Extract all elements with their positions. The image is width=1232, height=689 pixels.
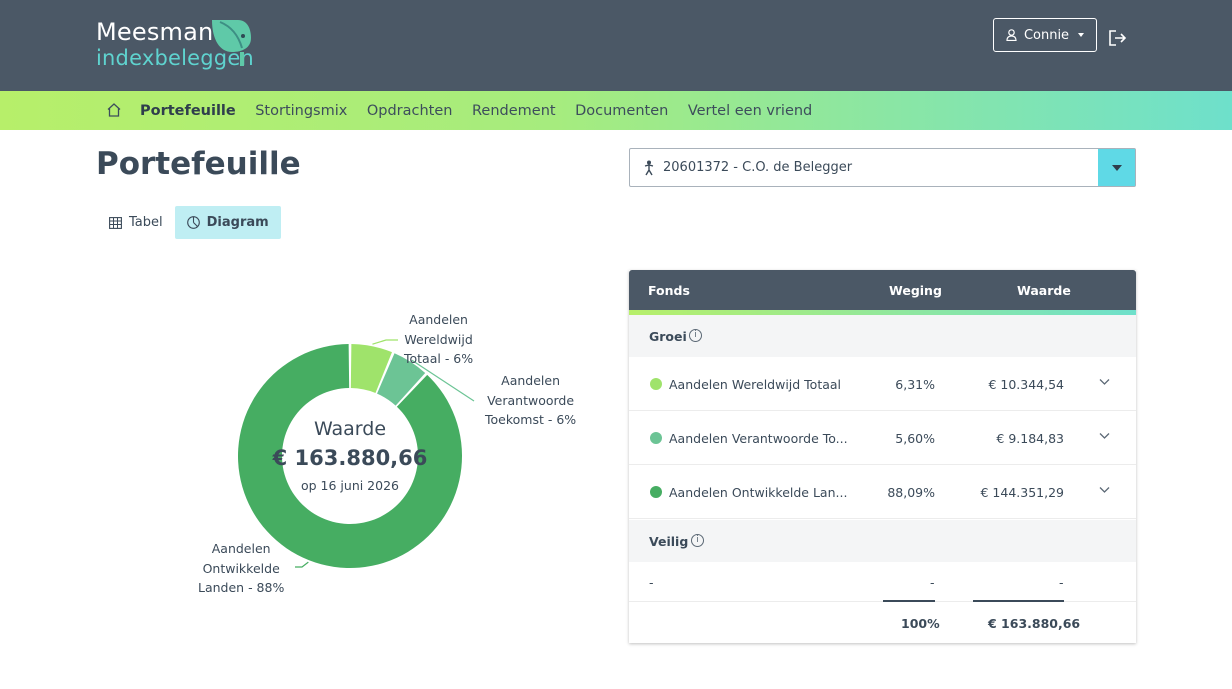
- user-icon: [1006, 29, 1017, 41]
- fund-weight: 88,09%: [887, 485, 935, 500]
- account-select[interactable]: 20601372 - C.O. de Belegger: [629, 148, 1136, 187]
- fund-weight: 6,31%: [895, 377, 935, 392]
- fund-value: € 9.184,83: [996, 431, 1064, 446]
- table-header: Fonds Weging Waarde: [629, 270, 1136, 310]
- logout-icon[interactable]: [1108, 29, 1128, 47]
- account-select-value: 20601372 - C.O. de Belegger: [663, 160, 853, 175]
- sum-divider: [973, 600, 1064, 602]
- column-header-weight: Weging: [889, 283, 942, 298]
- user-name: Connie: [1023, 27, 1070, 43]
- header-accent-bar: [629, 310, 1136, 315]
- chevron-down-icon[interactable]: [1099, 432, 1110, 440]
- donut-center-label: Waarde: [313, 418, 387, 440]
- total-row: 100% € 163.880,66: [629, 603, 1136, 643]
- sum-divider: [883, 600, 935, 602]
- leaf-logo-icon: [212, 20, 251, 66]
- fund-name: -: [649, 575, 654, 590]
- chevron-down-icon[interactable]: [1099, 486, 1110, 494]
- nav-item-stortingsmix[interactable]: Stortingsmix: [255, 102, 348, 119]
- slice-label-line: Toekomst - 6%: [485, 412, 577, 427]
- leader-line-verantwoorde: [411, 359, 475, 402]
- donut-slice-verantwoorde[interactable]: [377, 353, 426, 406]
- table-view-label: Tabel: [129, 215, 163, 230]
- fund-color-dot: [650, 378, 662, 390]
- chevron-down-icon: [1078, 33, 1085, 37]
- main-navigation: Portefeuille Stortingsmix Opdrachten Ren…: [0, 91, 1232, 130]
- slice-label-line: Aandelen: [409, 312, 468, 327]
- leader-line-ontwikkelde: [295, 561, 309, 568]
- nav-item-portefeuille[interactable]: Portefeuille: [140, 102, 236, 119]
- group-row-groei: Groei i: [629, 315, 1136, 357]
- group-row-veilig: Veilig i: [629, 520, 1136, 562]
- slice-label-line: Aandelen: [501, 373, 561, 388]
- table-row[interactable]: Aandelen Wereldwijd Totaal 6,31% € 10.34…: [629, 357, 1136, 411]
- chart-view-label: Diagram: [206, 215, 269, 230]
- slice-label-line: Landen - 88%: [198, 580, 285, 595]
- user-menu-button[interactable]: Connie: [993, 18, 1097, 52]
- table-row[interactable]: Aandelen Verantwoorde To... 5,60% € 9.18…: [629, 411, 1136, 465]
- top-header: Meesman indexbeleggen Connie: [0, 0, 1232, 91]
- fund-value: € 10.344,54: [988, 377, 1064, 392]
- group-label: Veilig: [649, 534, 689, 549]
- view-toggle: Tabel Diagram: [97, 206, 281, 239]
- logo-name: Meesman: [96, 18, 214, 46]
- table-icon: [109, 216, 122, 229]
- chart-view-button[interactable]: Diagram: [174, 206, 281, 239]
- slice-label-line: Wereldwijd: [404, 331, 473, 347]
- column-header-fund: Fonds: [648, 283, 690, 298]
- pie-chart-icon: [186, 216, 200, 229]
- column-header-value: Waarde: [1017, 283, 1071, 298]
- fund-name: Aandelen Verantwoorde To...: [669, 431, 848, 446]
- page-title: Portefeuille: [96, 146, 301, 182]
- fund-name: Aandelen Ontwikkelde Lan...: [669, 485, 848, 500]
- fund-color-dot: [650, 486, 662, 498]
- donut-center-value: € 163.880,66: [272, 446, 428, 470]
- donut-center: Waarde € 163.880,66 op 16 juni 2026: [260, 418, 440, 493]
- meesman-logo[interactable]: Meesman indexbeleggen: [96, 18, 256, 74]
- chevron-down-icon[interactable]: [1099, 378, 1110, 386]
- table-view-button[interactable]: Tabel: [97, 206, 175, 239]
- account-select-toggle[interactable]: [1098, 149, 1135, 186]
- slice-label-verantwoorde: Aandelen Verantwoorde Toekomst - 6%: [485, 371, 576, 430]
- slice-label-ontwikkelde: Aandelen Ontwikkelde Landen - 88%: [198, 539, 284, 598]
- total-value: € 163.880,66: [988, 616, 1081, 631]
- info-icon[interactable]: i: [691, 534, 704, 547]
- table-row: - - -: [629, 562, 1136, 602]
- person-icon: [644, 160, 654, 176]
- nav-item-rendement[interactable]: Rendement: [471, 102, 556, 119]
- group-label: Groei: [649, 329, 687, 344]
- fund-weight: 5,60%: [895, 431, 935, 446]
- portfolio-donut-chart: [237, 339, 475, 569]
- donut-slice-wereldwijd[interactable]: [350, 344, 392, 393]
- info-icon[interactable]: i: [689, 329, 702, 342]
- fund-name: Aandelen Wereldwijd Totaal: [669, 377, 842, 392]
- nav-item-documenten[interactable]: Documenten: [575, 102, 669, 119]
- donut-slice-ontwikkelde[interactable]: [237, 344, 462, 569]
- leader-line-wereldwijd: [372, 339, 398, 345]
- fund-table: Fonds Weging Waarde Groei i Aandelen Wer…: [629, 270, 1136, 643]
- total-weight: 100%: [901, 616, 940, 631]
- slice-label-line: Verantwoorde: [487, 392, 575, 408]
- fund-color-dot: [650, 432, 662, 444]
- nav-item-vertel-een-vriend[interactable]: Vertel een vriend: [687, 102, 813, 119]
- donut-center-date: op 16 juni 2026: [300, 478, 399, 493]
- slice-label-line: Ontwikkelde: [202, 560, 280, 576]
- fund-value: -: [1059, 575, 1064, 590]
- nav-item-opdrachten[interactable]: Opdrachten: [366, 102, 453, 119]
- slice-label-line: Aandelen: [211, 541, 271, 556]
- fund-weight: -: [930, 575, 935, 590]
- caret-down-icon: [1111, 164, 1122, 171]
- table-row[interactable]: Aandelen Ontwikkelde Lan... 88,09% € 144…: [629, 465, 1136, 519]
- slice-label-line: Totaal - 6%: [404, 351, 474, 366]
- slice-label-wereldwijd: Aandelen Wereldwijd Totaal - 6%: [404, 310, 473, 369]
- home-icon[interactable]: [106, 102, 122, 118]
- fund-value: € 144.351,29: [980, 485, 1065, 500]
